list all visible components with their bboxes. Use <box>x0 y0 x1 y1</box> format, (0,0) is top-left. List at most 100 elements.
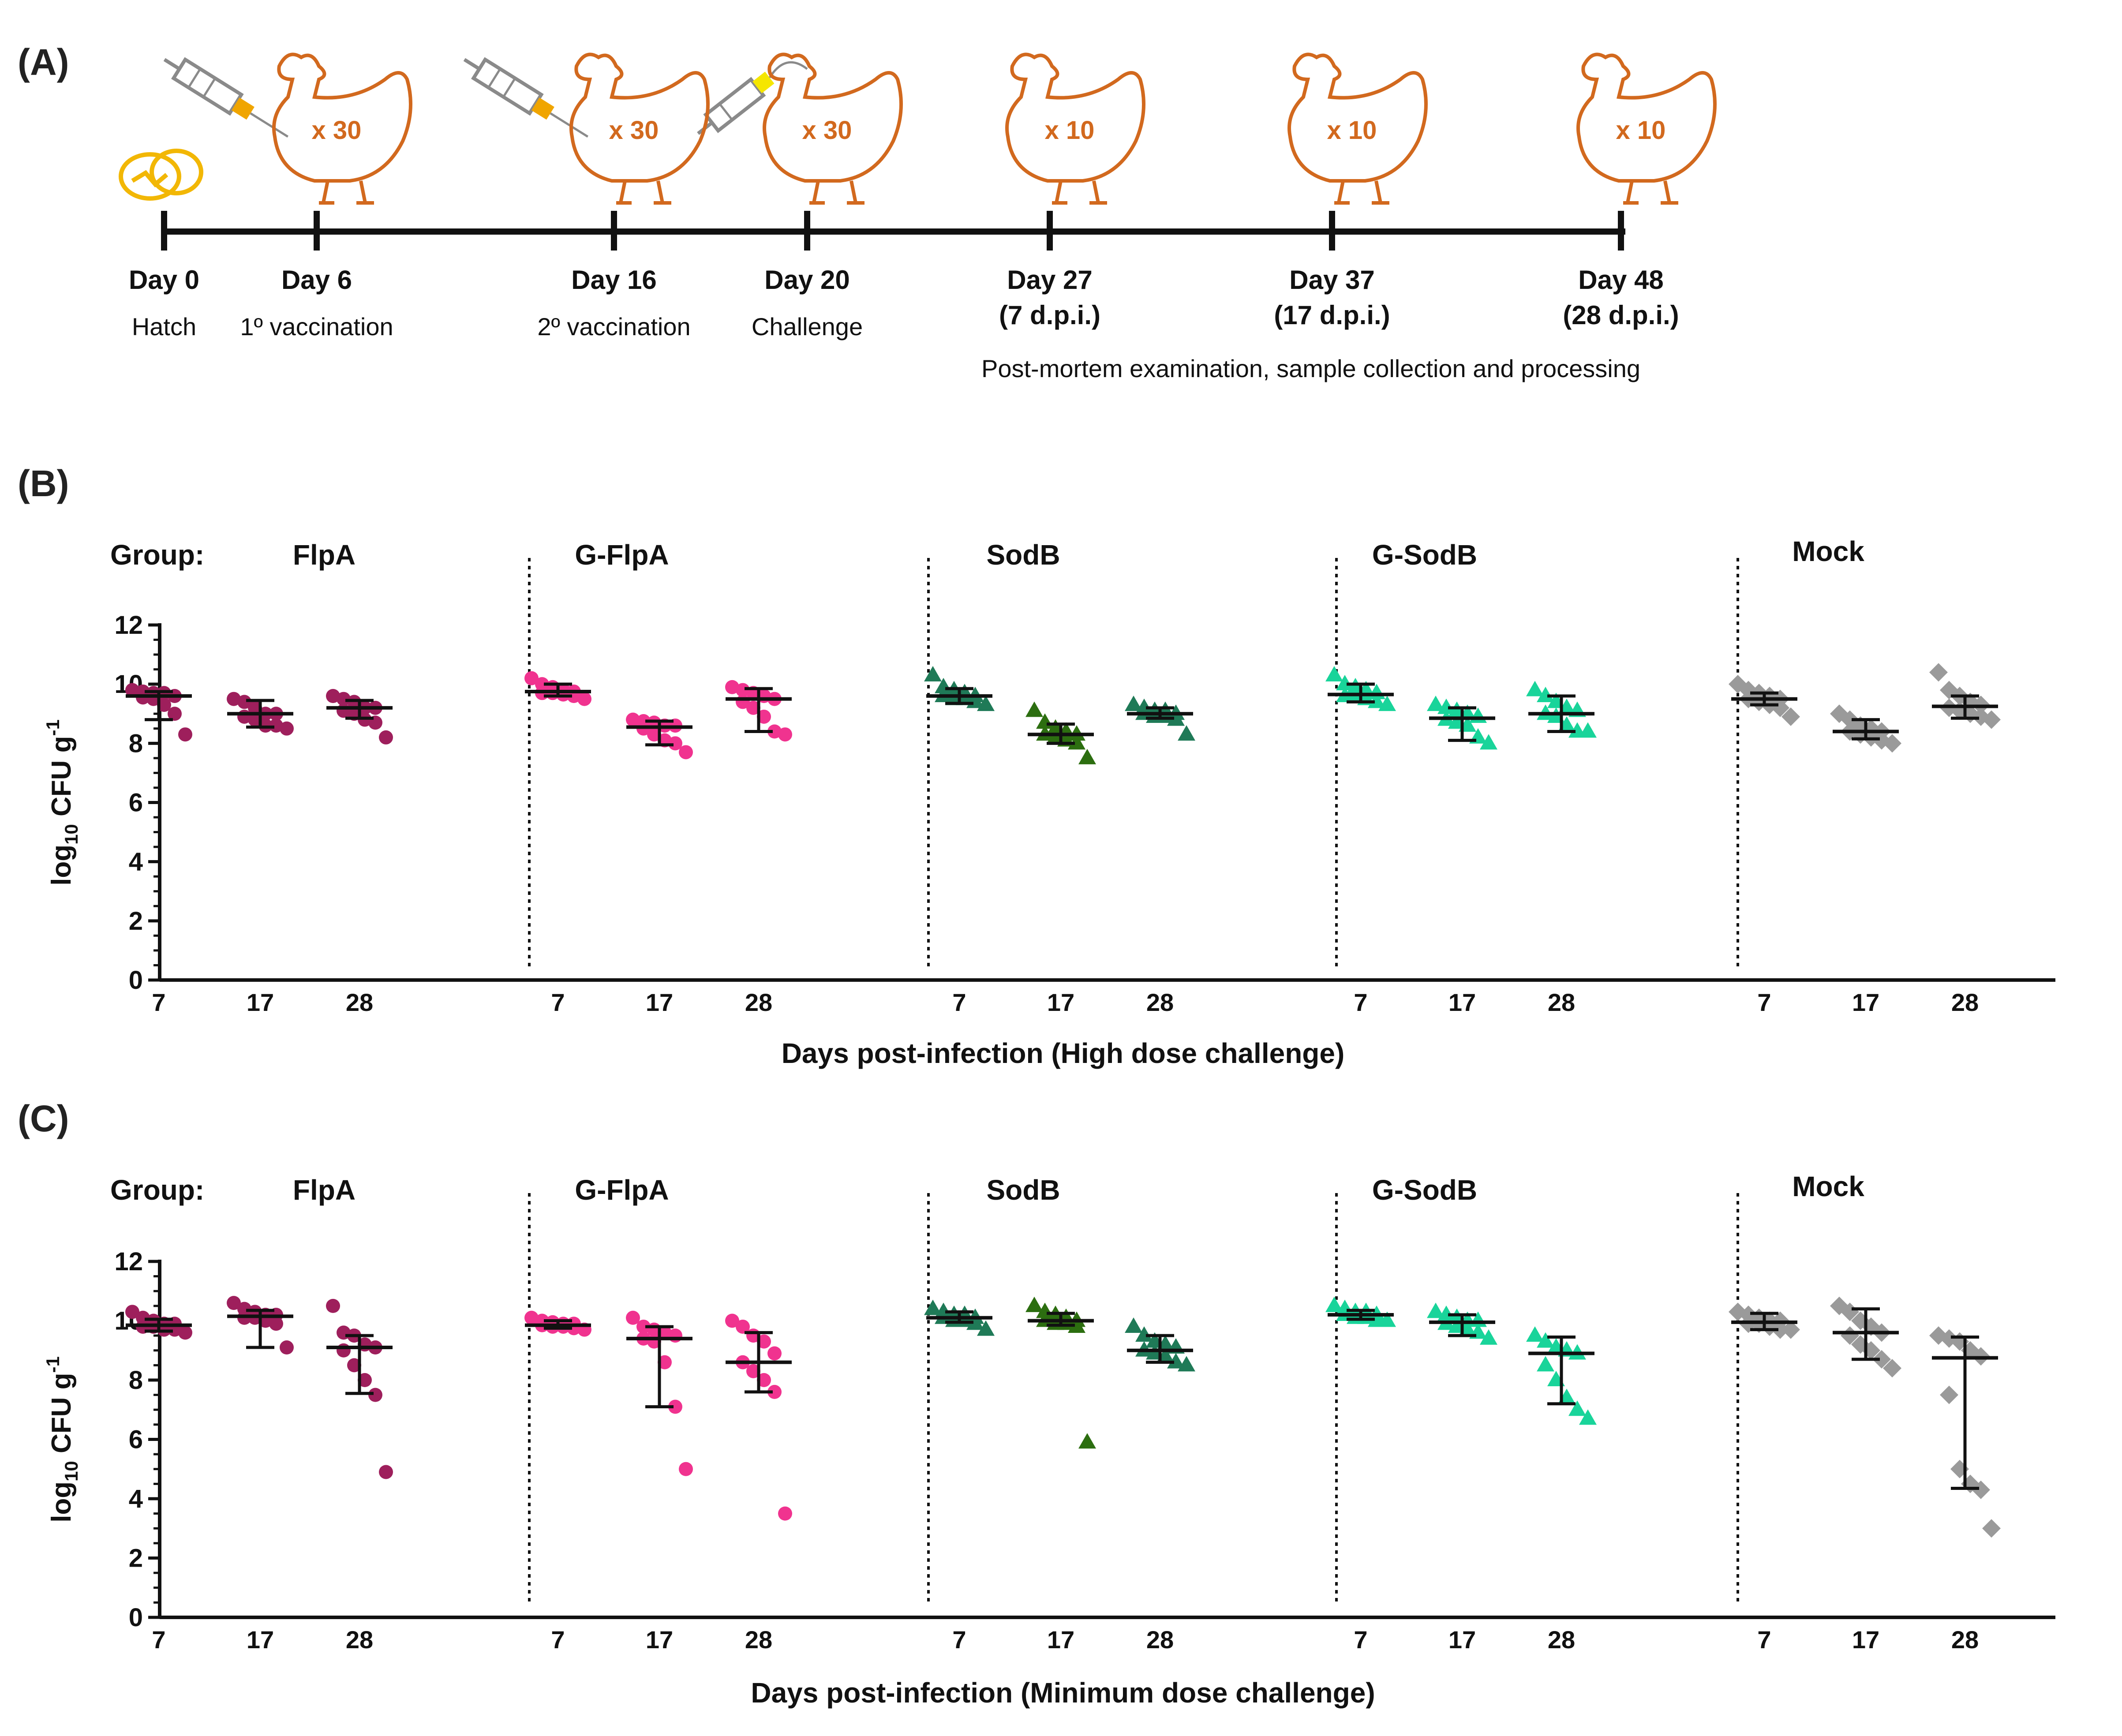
group-title: FlpA <box>293 539 356 571</box>
y-tick-label: 2 <box>129 1544 143 1573</box>
data-point <box>1526 1326 1544 1342</box>
x-tick-label: 17 <box>646 988 673 1016</box>
data-point <box>379 730 393 745</box>
y-tick-label: 2 <box>129 907 143 935</box>
egg-icon <box>121 151 201 198</box>
syringe-icon <box>459 50 594 146</box>
data-point <box>1178 725 1195 741</box>
data-point <box>326 1299 340 1313</box>
chart-panel-b: (B)Group:024681012log10 CFU g-1Days post… <box>18 463 2055 1069</box>
milestone-day: Day 0 <box>129 265 199 295</box>
x-tick-label: 7 <box>152 1626 165 1654</box>
data-point <box>379 1465 393 1479</box>
data-point <box>767 1346 782 1360</box>
data-point <box>337 1343 351 1358</box>
data-point <box>1125 1317 1142 1333</box>
y-axis-label: log10 CFU g-1 <box>42 1356 82 1523</box>
milestone-day: Day 20 <box>764 265 850 295</box>
data-point <box>1982 1519 2001 1538</box>
data-point <box>280 1340 294 1354</box>
y-tick-label: 6 <box>129 789 143 817</box>
milestone-dpi: (28 d.p.i.) <box>1563 300 1679 330</box>
bird-count: x 30 <box>802 116 852 145</box>
x-tick-label: 7 <box>1757 988 1771 1016</box>
panel-a-label: (A) <box>18 41 69 83</box>
data-point <box>1537 1356 1554 1371</box>
data-point <box>1025 1297 1043 1312</box>
bird-count: x 10 <box>1045 116 1095 145</box>
bird-count: x 30 <box>312 116 362 145</box>
data-point <box>178 727 192 741</box>
data-point <box>778 727 792 741</box>
panel-a-footnote: Post-mortem examination, sample collecti… <box>981 355 1640 382</box>
x-tick-label: 7 <box>551 1626 565 1654</box>
milestone-day: Day 6 <box>281 265 352 295</box>
x-tick-label: 7 <box>1354 988 1367 1016</box>
bird-count: x 10 <box>1616 116 1666 145</box>
data-point <box>924 666 942 681</box>
milestone-dpi: (7 d.p.i.) <box>999 300 1100 330</box>
y-tick-label: 4 <box>129 848 143 876</box>
x-tick-label: 28 <box>346 1626 373 1654</box>
x-tick-label: 28 <box>1146 988 1174 1016</box>
x-tick-label: 17 <box>1448 988 1476 1016</box>
y-tick-label: 12 <box>114 1247 143 1276</box>
x-tick-label: 28 <box>1951 988 1979 1016</box>
data-point <box>269 1317 283 1331</box>
x-tick-label: 17 <box>1852 1626 1879 1654</box>
x-tick-label: 17 <box>247 1626 274 1654</box>
group-title: Mock <box>1792 535 1864 567</box>
panel-label: (C) <box>18 1098 69 1139</box>
x-tick-label: 28 <box>1548 1626 1575 1654</box>
group-title: G-SodB <box>1372 1174 1477 1206</box>
x-tick-label: 28 <box>346 988 373 1016</box>
milestone-day: Day 37 <box>1289 265 1374 295</box>
y-tick-label: 6 <box>129 1425 143 1454</box>
data-point <box>577 692 591 706</box>
milestone-day: Day 48 <box>1578 265 1663 295</box>
group-title: G-FlpA <box>575 1174 669 1206</box>
x-tick-label: 7 <box>952 1626 966 1654</box>
y-tick-label: 0 <box>129 966 143 995</box>
x-tick-label: 28 <box>745 1626 772 1654</box>
x-tick-label: 7 <box>1757 1626 1771 1654</box>
data-point <box>1526 681 1544 696</box>
y-tick-label: 8 <box>129 1366 143 1395</box>
milestone-description: 1º vaccination <box>240 313 393 340</box>
x-tick-label: 7 <box>1354 1626 1367 1654</box>
x-axis-label: Days post-infection (Minimum dose challe… <box>751 1677 1375 1709</box>
milestone-dpi: (17 d.p.i.) <box>1274 300 1390 330</box>
chart-panel-c: (C)Group:024681012log10 CFU g-1Days post… <box>18 1098 2055 1709</box>
data-point <box>1929 663 1948 681</box>
x-tick-label: 17 <box>247 988 274 1016</box>
bird-count: x 30 <box>609 116 659 145</box>
x-axis-label: Days post-infection (High dose challenge… <box>782 1037 1345 1069</box>
x-tick-label: 17 <box>1448 1626 1476 1654</box>
panel-label: (B) <box>18 463 69 504</box>
data-point <box>778 1507 792 1521</box>
data-point <box>668 1328 682 1343</box>
x-tick-label: 7 <box>952 988 966 1016</box>
data-point <box>679 1462 693 1476</box>
x-tick-label: 28 <box>1548 988 1575 1016</box>
milestone-description: 2º vaccination <box>537 313 690 340</box>
figure-canvas: (A) <box>0 0 2122 1736</box>
y-tick-label: 8 <box>129 729 143 758</box>
data-point <box>1078 749 1096 764</box>
x-tick-label: 7 <box>152 988 165 1016</box>
x-tick-label: 17 <box>1047 1626 1074 1654</box>
data-point <box>1940 1386 1958 1404</box>
data-point <box>280 722 294 736</box>
group-title: SodB <box>986 539 1060 571</box>
data-point <box>1078 1433 1096 1448</box>
milestone-description: Hatch <box>132 313 196 340</box>
group-label: Group: <box>110 539 204 571</box>
x-tick-label: 17 <box>1852 988 1879 1016</box>
x-tick-label: 7 <box>551 988 565 1016</box>
x-tick-label: 28 <box>1146 1626 1174 1654</box>
y-tick-label: 12 <box>114 611 143 640</box>
group-title: G-SodB <box>1372 539 1477 571</box>
data-point <box>679 745 693 759</box>
group-label: Group: <box>110 1174 204 1206</box>
bird-count: x 10 <box>1327 116 1377 145</box>
